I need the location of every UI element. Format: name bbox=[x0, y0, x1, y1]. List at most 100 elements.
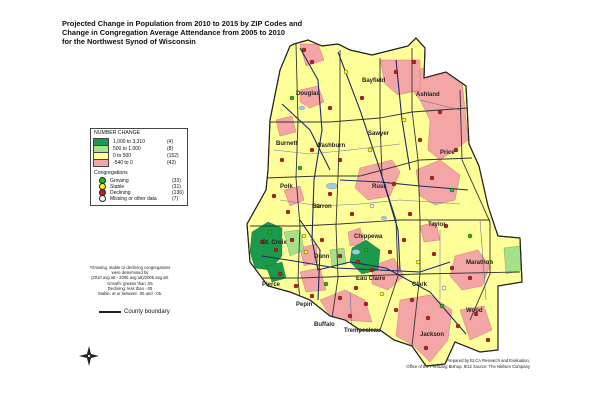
county-label-rusk: Rusk bbox=[372, 184, 387, 190]
boundary-line-icon bbox=[99, 311, 121, 313]
footnote-line: *Growing, stable or declining congregati… bbox=[89, 265, 171, 270]
congregation-declining bbox=[407, 211, 413, 217]
congregation-stable bbox=[301, 233, 307, 239]
legend-congregation-count: (31) bbox=[172, 183, 181, 190]
county-label-jackson: Jackson bbox=[420, 332, 444, 338]
credit-line-2: Office of the Presiding Bishop. 8/12 Sou… bbox=[406, 363, 530, 369]
congregation-stable bbox=[315, 203, 321, 209]
congregation-declining bbox=[393, 307, 399, 313]
congregation-declining bbox=[411, 59, 417, 65]
legend-congregation-row: Missing or other data (7) bbox=[93, 195, 192, 202]
lakes bbox=[298, 105, 388, 255]
synod-outline bbox=[246, 37, 523, 367]
county-boundary-key: County boundary bbox=[99, 308, 170, 316]
county-label-marathon: Marathon bbox=[466, 260, 493, 266]
congregation-stable bbox=[401, 117, 407, 123]
congregation-missing bbox=[441, 285, 447, 291]
congregation-growing bbox=[323, 281, 329, 287]
legend-class-row: -540 to 0 (42) bbox=[93, 158, 187, 167]
congregation-declining bbox=[293, 283, 299, 289]
legend-class-count: (4) bbox=[167, 138, 174, 145]
county-boundary-label: County boundary bbox=[124, 309, 170, 315]
legend-congregations-heading: Congregations bbox=[94, 170, 128, 176]
congregation-declining bbox=[309, 293, 315, 299]
congregation-declining bbox=[273, 247, 279, 253]
congregation-declining bbox=[467, 275, 473, 281]
congregation-declining bbox=[437, 109, 443, 115]
congregation-growing bbox=[297, 165, 303, 171]
county-label-ashland: Ashland bbox=[416, 92, 440, 98]
congregation-declining bbox=[289, 237, 295, 243]
congregation-declining bbox=[337, 295, 343, 301]
congregation-growing bbox=[467, 233, 473, 239]
legend-congregation-count: (136) bbox=[172, 189, 184, 196]
credit: Prepared by ELCA Research and Evaluation… bbox=[380, 358, 530, 369]
congregation-declining bbox=[327, 191, 333, 197]
footnote-line: Stable: at or between .05 and -.05. bbox=[97, 291, 163, 297]
congregation-declining bbox=[409, 297, 415, 303]
congregation-stable bbox=[379, 291, 385, 297]
footnote-line: Growth: greater than .05 bbox=[107, 280, 153, 286]
legend-congregation-label: Missing or other data bbox=[110, 195, 157, 202]
congregation-declining bbox=[301, 47, 307, 53]
congregation-declining bbox=[309, 147, 315, 153]
congregation-stable bbox=[367, 147, 373, 153]
congregation-markers bbox=[259, 47, 493, 351]
missing-dot-icon bbox=[99, 195, 106, 202]
legend-class-count: (8) bbox=[167, 145, 174, 152]
congregation-declining bbox=[353, 285, 359, 291]
congregation-declining bbox=[391, 181, 397, 187]
congregation-declining bbox=[355, 259, 361, 265]
county-label-douglas: Douglas bbox=[296, 91, 320, 97]
map-title-line-2: Change in Congregation Average Attendanc… bbox=[62, 28, 286, 38]
county-label-polk: Polk bbox=[280, 184, 293, 190]
congregation-stable bbox=[487, 259, 493, 265]
legend-number-change-heading: NUMBER CHANGE bbox=[94, 130, 141, 136]
legend-class-range: 0 to 500 bbox=[113, 152, 132, 159]
congregation-declining bbox=[387, 249, 393, 255]
legend-class-range: 1,000 to 3,310 bbox=[113, 138, 145, 145]
county-label-eau-claire: Eau Claire bbox=[356, 276, 386, 282]
county-boundaries bbox=[250, 43, 521, 347]
congregation-declining bbox=[453, 147, 459, 153]
map-title-line-3: for the Northwest Synod of Wisconsin bbox=[62, 37, 196, 47]
congregation-declining bbox=[423, 345, 429, 351]
congregation-declining bbox=[417, 137, 423, 143]
county-label-st-croix: St. Croix bbox=[262, 240, 287, 246]
county-label-price: Price bbox=[440, 150, 455, 156]
congregation-growing bbox=[289, 95, 295, 101]
footnote: *Growing, stable or declining congregati… bbox=[86, 265, 174, 296]
congregation-declining bbox=[473, 311, 479, 317]
map-title: Projected Change in Population from 2010… bbox=[62, 19, 342, 47]
congregation-declining bbox=[431, 251, 437, 257]
congregation-declining bbox=[425, 315, 431, 321]
congregation-stable bbox=[303, 249, 309, 255]
map-title-line-1: Projected Change in Population from 2010… bbox=[62, 19, 303, 28]
congregation-declining bbox=[309, 59, 315, 65]
footnote-line: (2010 avg att - 2005 avg att)/2005 avg a… bbox=[91, 275, 169, 281]
legend: NUMBER CHANGE 1,000 to 3,310 (4) 500 to … bbox=[90, 128, 188, 206]
congregation-growing bbox=[449, 187, 455, 193]
congregation-declining bbox=[285, 209, 291, 215]
congregation-missing bbox=[369, 203, 375, 209]
footnote-line: were determined by bbox=[111, 270, 149, 276]
county-label-barron: Barron bbox=[312, 204, 332, 210]
county-label-bayfield: Bayfield bbox=[362, 78, 386, 84]
compass-rose-icon bbox=[79, 346, 99, 366]
congregation-declining bbox=[337, 157, 343, 163]
congregation-growing bbox=[267, 229, 273, 235]
minor-roads bbox=[273, 99, 487, 331]
congregation-declining bbox=[449, 265, 455, 271]
congregation-declining bbox=[363, 301, 369, 307]
legend-congregation-label: Growing bbox=[110, 177, 129, 184]
legend-swatch bbox=[93, 158, 109, 167]
congregation-declining bbox=[401, 237, 407, 243]
legend-congregation-label: Stable bbox=[110, 183, 125, 190]
county-label-pierce: Pierce bbox=[262, 282, 281, 288]
county-label-sawyer: Sawyer bbox=[368, 131, 390, 137]
county-label-buffalo: Buffalo bbox=[314, 322, 335, 328]
decline-zones bbox=[254, 43, 493, 363]
county-label-dunn: Dunn bbox=[314, 254, 330, 260]
county-label-washburn: Washburn bbox=[316, 143, 345, 149]
congregation-growing bbox=[439, 303, 445, 309]
